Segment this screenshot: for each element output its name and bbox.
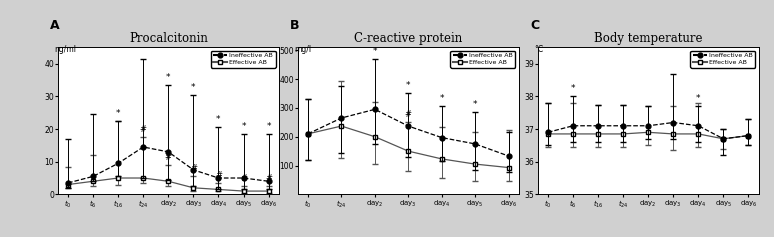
Text: C: C [530, 19, 539, 32]
Text: *: * [406, 81, 410, 90]
Title: Body temperature: Body temperature [594, 32, 703, 45]
Text: ng/ml: ng/ml [54, 45, 76, 54]
Text: #: # [240, 174, 247, 183]
Text: *: * [473, 100, 478, 109]
Legend: Ineffective AB, Effective AB: Ineffective AB, Effective AB [211, 50, 276, 68]
Text: A: A [50, 19, 60, 32]
Text: #: # [165, 153, 172, 162]
Legend: Ineffective AB, Effective AB: Ineffective AB, Effective AB [450, 50, 515, 68]
Text: #: # [140, 125, 147, 134]
Text: *: * [116, 109, 121, 118]
Text: #: # [215, 171, 222, 180]
Title: C-reactive protein: C-reactive protein [354, 32, 462, 45]
Text: *: * [216, 115, 221, 124]
Title: Procalcitonin: Procalcitonin [129, 32, 207, 45]
Text: *: * [166, 73, 170, 82]
Text: *: * [570, 84, 575, 93]
Text: *: * [372, 47, 377, 56]
Text: *: * [266, 122, 271, 131]
Text: *: * [191, 83, 196, 92]
Legend: Ineffective AB, Effective AB: Ineffective AB, Effective AB [690, 50, 755, 68]
Text: #: # [405, 110, 412, 119]
Text: °C: °C [534, 45, 543, 54]
Text: B: B [290, 19, 300, 32]
Text: *: * [696, 94, 700, 103]
Text: #: # [190, 164, 197, 173]
Text: *: * [241, 122, 246, 131]
Text: *: * [440, 94, 444, 103]
Text: mg/l: mg/l [294, 45, 311, 54]
Text: #: # [265, 174, 272, 183]
